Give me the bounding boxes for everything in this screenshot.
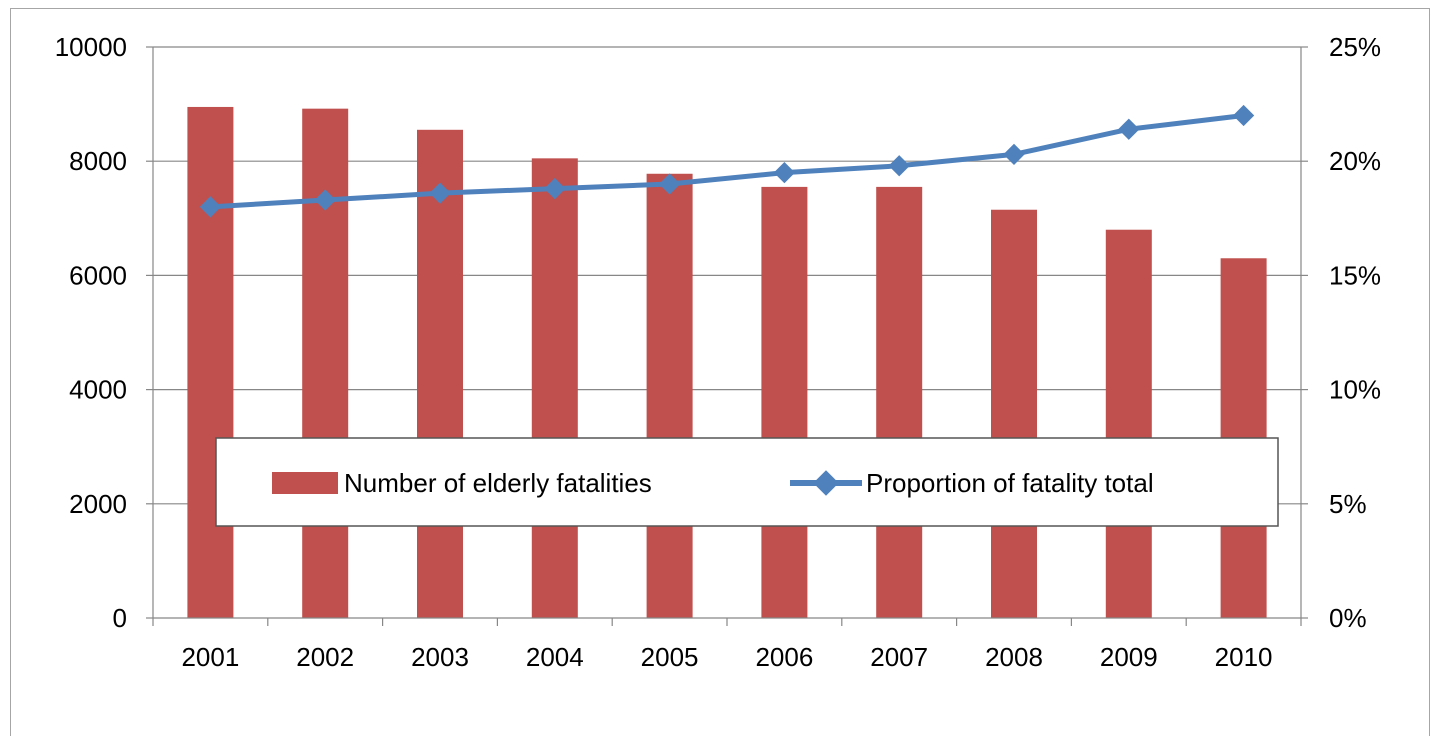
bar-2009 [1105,229,1152,618]
y-left-tick-label: 6000 [69,260,127,290]
x-tick-label: 2003 [411,642,469,672]
x-tick-label: 2010 [1215,642,1273,672]
y-right-tick-label: 10% [1329,375,1381,405]
line-point-2007 [888,155,910,177]
x-tick-label: 2006 [755,642,813,672]
x-tick-label: 2005 [641,642,699,672]
chart-frame [10,8,1430,736]
y-right-tick-label: 0% [1329,603,1367,633]
bar-2006 [761,186,808,618]
line-point-2006 [773,162,796,184]
legend-box [215,437,1279,527]
legend-label-bars: Number of elderly fatalities [344,468,652,498]
legend: Number of elderly fatalities Proportion … [215,437,1279,527]
x-tick-label: 2008 [985,642,1043,672]
y-right-tick-label: 15% [1329,260,1381,290]
line-point-2004 [544,178,566,200]
x-tick-label: 2001 [181,642,239,672]
bar-2001 [187,106,234,618]
legend-swatch-marker [813,470,839,496]
y-left-tick-label: 10000 [55,32,127,62]
y-left-tick-label: 0 [113,603,127,633]
y-left-tick-label: 2000 [69,489,127,519]
line-point-2010 [1232,104,1255,127]
bar-2004 [531,158,578,618]
bar-2005 [646,173,693,618]
line-point-2008 [1003,143,1025,165]
legend-label-line: Proportion of fatality total [866,468,1154,498]
bar-2007 [876,186,923,618]
line-point-2001 [199,196,222,218]
y-right-tick-label: 20% [1329,146,1381,176]
tick-labels: 0 0% 2000 5% 4000 10% 6000 15% 8000 20% 10000 25% 20… [55,32,1381,672]
line-series [199,104,1255,218]
line-point-2005 [658,173,681,195]
x-tick-label: 2004 [526,642,584,672]
bar-series [187,106,1267,619]
y-left-tick-label: 4000 [69,375,127,405]
proportion-line [210,113,1244,210]
line-point-2009 [1118,118,1140,140]
x-tick-label: 2009 [1100,642,1158,672]
y-left-tick-label: 8000 [69,146,127,176]
y-right-tick-label: 5% [1329,489,1367,519]
bar-2002 [302,108,349,618]
y-right-tick-label: 25% [1329,32,1381,62]
bar-2008 [991,209,1037,619]
bar-2003 [417,129,463,619]
legend-swatch-bars [272,472,338,494]
axes [146,46,1308,626]
x-tick-label: 2002 [296,642,354,672]
x-tick-label: 2007 [870,642,928,672]
